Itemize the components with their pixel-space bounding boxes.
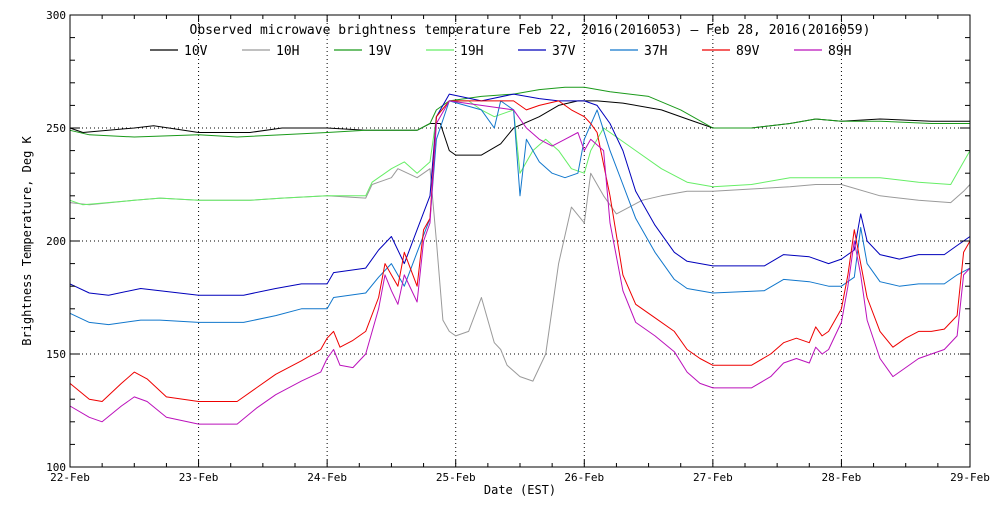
x-tick-label: 27-Feb (693, 471, 733, 484)
y-tick-label: 150 (46, 348, 66, 361)
y-tick-label: 250 (46, 122, 66, 135)
legend-label-37h: 37H (644, 44, 667, 59)
legend: 10V 10H 19V 19H 37V 37H 89V 89H (150, 44, 851, 59)
series-line-37h (69, 100, 971, 326)
legend-label-89h: 89H (828, 44, 851, 59)
legend-label-10v: 10V (184, 44, 208, 59)
series-line-37v (69, 93, 971, 296)
y-tick-label: 200 (46, 235, 66, 248)
x-tick-label: 23-Feb (179, 471, 219, 484)
y-axis-label: Brightness Temperature, Deg K (20, 135, 34, 345)
legend-label-19v: 19V (368, 44, 392, 59)
x-axis-label: Date (EST) (484, 483, 556, 497)
grid-layer (70, 15, 970, 467)
legend-label-10h: 10H (276, 44, 299, 59)
x-tick-label: 26-Feb (564, 471, 604, 484)
ticks-layer: 22-Feb 23-Feb 24-Feb 25-Feb 26-Feb 27-Feb 28-F… (46, 9, 990, 484)
chart-title: Observed microwave brightness temperatur… (190, 23, 871, 38)
x-tick-label: 24-Feb (307, 471, 347, 484)
x-tick-label: 22-Feb (50, 471, 90, 484)
x-tick-label: 25-Feb (436, 471, 476, 484)
series-line-89h (69, 100, 971, 425)
y-tick-label: 300 (46, 9, 66, 22)
series-line-89v (69, 100, 971, 402)
series-line-10h (69, 168, 971, 382)
y-tick-label: 100 (46, 461, 66, 474)
legend-label-89v: 89V (736, 44, 760, 59)
legend-label-37v: 37V (552, 44, 576, 59)
series-line-19h (69, 100, 971, 206)
x-tick-label: 29-Feb (950, 471, 990, 484)
series-line-19v (69, 86, 970, 138)
legend-label-19h: 19H (460, 44, 483, 59)
series-layer (69, 86, 971, 425)
x-tick-label: 28-Feb (822, 471, 862, 484)
